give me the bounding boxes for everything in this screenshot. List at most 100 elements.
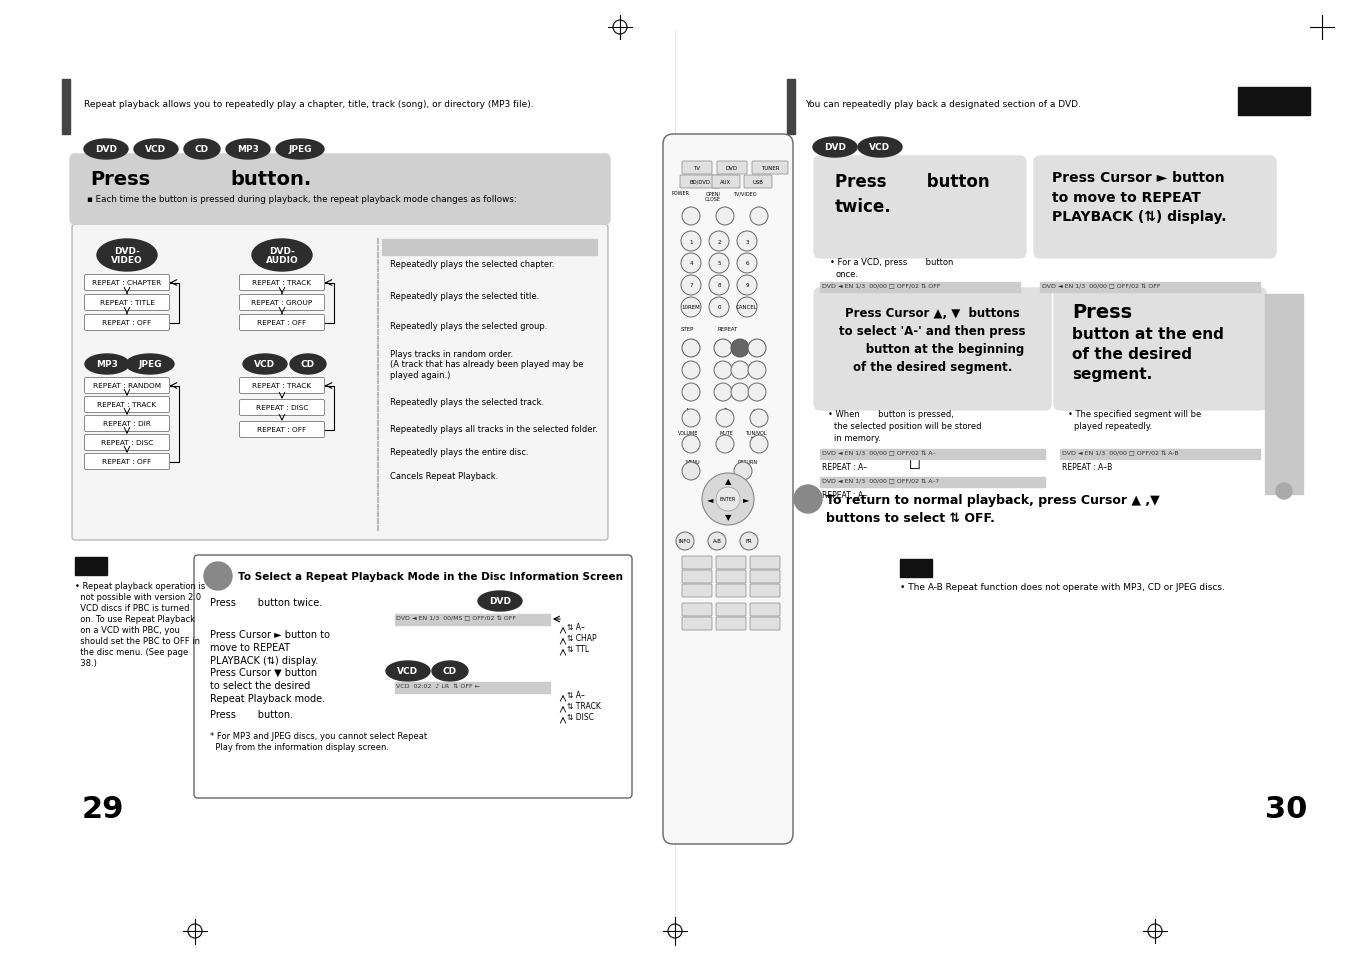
Text: To return to normal playback, press Cursor ▲ ,▼
buttons to select ⇅ OFF.: To return to normal playback, press Curs… (826, 494, 1160, 524)
Text: ENTER: ENTER (720, 497, 736, 502)
Circle shape (682, 384, 701, 401)
Text: 8: 8 (717, 283, 721, 288)
Text: REPEAT : OFF: REPEAT : OFF (103, 320, 151, 326)
Text: 29: 29 (82, 794, 124, 823)
Text: VCD: VCD (869, 143, 891, 152)
Text: POWER: POWER (672, 191, 690, 195)
Bar (1238, 88, 1310, 116)
FancyBboxPatch shape (1054, 289, 1266, 411)
Circle shape (714, 384, 732, 401)
Circle shape (734, 462, 752, 480)
Text: STEP: STEP (680, 327, 694, 332)
FancyBboxPatch shape (85, 295, 170, 312)
Circle shape (794, 485, 822, 514)
Circle shape (709, 275, 729, 295)
FancyBboxPatch shape (239, 422, 324, 438)
Text: 10REM: 10REM (682, 305, 701, 310)
Text: DVD: DVD (95, 146, 117, 154)
Ellipse shape (275, 140, 324, 160)
Circle shape (682, 436, 701, 454)
Circle shape (748, 384, 765, 401)
Ellipse shape (478, 592, 522, 612)
Circle shape (682, 462, 701, 480)
Text: REPEAT : CHAPTER: REPEAT : CHAPTER (92, 280, 162, 286)
Text: REPEAT : TRACK: REPEAT : TRACK (252, 383, 312, 389)
Text: REPEAT : RANDOM: REPEAT : RANDOM (93, 383, 161, 389)
Circle shape (716, 488, 740, 512)
Text: RETURN: RETURN (737, 459, 757, 464)
FancyBboxPatch shape (239, 295, 324, 312)
Text: REPEAT : A–: REPEAT : A– (822, 462, 867, 472)
Text: Press       button: Press button (836, 172, 990, 191)
Bar (1265, 294, 1303, 495)
Circle shape (730, 361, 749, 379)
Text: 0: 0 (717, 305, 721, 310)
Text: CD: CD (194, 146, 209, 154)
Text: REPEAT: REPEAT (718, 327, 738, 332)
Text: ▲: ▲ (751, 407, 757, 416)
Ellipse shape (84, 140, 128, 160)
Text: VCD  02:02  ♪ LR  ⇅ OFF ←: VCD 02:02 ♪ LR ⇅ OFF ← (396, 683, 479, 688)
Text: ▼: ▼ (725, 513, 732, 522)
FancyBboxPatch shape (744, 175, 772, 189)
Ellipse shape (126, 355, 174, 375)
Text: button.: button. (230, 170, 312, 189)
Circle shape (716, 410, 734, 428)
FancyBboxPatch shape (752, 162, 788, 174)
Text: Repeatedly plays the selected track.: Repeatedly plays the selected track. (390, 397, 544, 407)
FancyBboxPatch shape (717, 162, 747, 174)
FancyBboxPatch shape (751, 584, 780, 598)
FancyBboxPatch shape (711, 175, 740, 189)
Text: TUN/VOL: TUN/VOL (745, 431, 767, 436)
Bar (1060, 450, 1260, 459)
Text: VCD discs if PBC is turned: VCD discs if PBC is turned (76, 603, 189, 613)
Text: DVD ◄ EN 1/3  00/00 □ OFF/02 ⇅ OFF: DVD ◄ EN 1/3 00/00 □ OFF/02 ⇅ OFF (1042, 284, 1161, 289)
FancyBboxPatch shape (682, 603, 711, 617)
Text: * For MP3 and JPEG discs, you cannot select Repeat
  Play from the information d: * For MP3 and JPEG discs, you cannot sel… (211, 731, 427, 751)
Text: Repeatedly plays the selected group.: Repeatedly plays the selected group. (390, 322, 547, 331)
Text: ⓘ: ⓘ (909, 450, 921, 469)
Text: MUTE: MUTE (720, 431, 733, 436)
Circle shape (680, 232, 701, 252)
Text: Press Cursor ► button to
move to REPEAT
PLAYBACK (⇅) display.: Press Cursor ► button to move to REPEAT … (211, 629, 329, 666)
FancyBboxPatch shape (682, 618, 711, 630)
Text: REPEAT : DISC: REPEAT : DISC (255, 405, 308, 411)
Text: MENU: MENU (684, 459, 699, 464)
Text: Repeatedly plays all tracks in the selected folder.: Repeatedly plays all tracks in the selec… (390, 424, 598, 434)
FancyBboxPatch shape (239, 378, 324, 395)
Text: MP3: MP3 (238, 146, 259, 154)
Circle shape (737, 253, 757, 274)
Circle shape (709, 253, 729, 274)
Text: 30: 30 (1265, 794, 1307, 823)
FancyBboxPatch shape (239, 275, 324, 292)
Bar (787, 80, 795, 135)
Text: INFO: INFO (679, 539, 691, 544)
Text: segment.: segment. (1072, 367, 1153, 381)
Text: TUNER: TUNER (761, 166, 779, 171)
Ellipse shape (386, 661, 431, 681)
Text: REPEAT : DISC: REPEAT : DISC (101, 440, 153, 446)
Text: BD/DVD: BD/DVD (690, 180, 710, 185)
Text: FR: FR (745, 539, 752, 544)
FancyBboxPatch shape (751, 571, 780, 583)
FancyBboxPatch shape (682, 571, 711, 583)
Text: REPEAT : DIR: REPEAT : DIR (103, 421, 151, 427)
FancyBboxPatch shape (751, 603, 780, 617)
Circle shape (682, 339, 701, 357)
Circle shape (716, 208, 734, 226)
Text: REPEAT : TRACK: REPEAT : TRACK (97, 402, 157, 408)
Circle shape (707, 533, 726, 551)
FancyBboxPatch shape (682, 557, 711, 569)
Text: Press       button twice.: Press button twice. (211, 598, 323, 607)
Text: VOLUME: VOLUME (678, 431, 698, 436)
Text: JPEG: JPEG (138, 360, 162, 369)
Text: REPEAT : TRACK: REPEAT : TRACK (252, 280, 312, 286)
FancyBboxPatch shape (70, 154, 610, 225)
Text: ⇅ TTL: ⇅ TTL (567, 645, 589, 654)
FancyBboxPatch shape (663, 135, 792, 844)
Circle shape (714, 339, 732, 357)
Text: button at the beginning: button at the beginning (841, 343, 1025, 355)
Bar (819, 477, 1045, 488)
Text: Press       button.: Press button. (211, 709, 293, 720)
Ellipse shape (225, 140, 270, 160)
